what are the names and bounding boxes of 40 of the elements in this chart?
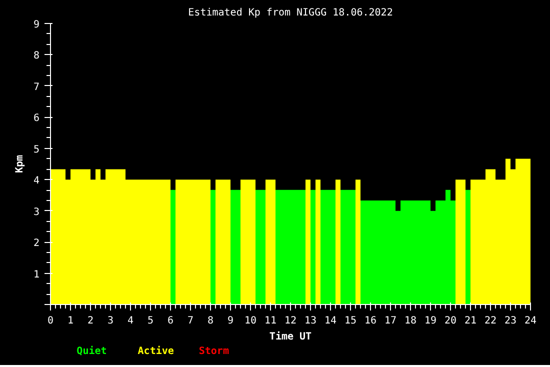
legend-label: Storm (198, 346, 229, 357)
x-tick-label: 14 (324, 316, 337, 326)
x-axis-title: Time UT (269, 330, 312, 342)
x-tick-label: 22 (484, 316, 497, 326)
x-tick-label: 17 (384, 316, 397, 326)
y-tick-label: 9 (33, 20, 40, 30)
chart-title: Estimated Kp from NIGGG 18.06.2022 (188, 8, 393, 18)
x-tick-label: 0 (47, 316, 54, 326)
x-tick-label: 15 (344, 316, 357, 326)
y-tick-label: 1 (33, 269, 40, 280)
x-tick-label: 19 (424, 316, 437, 326)
x-tick-label: 6 (167, 316, 174, 326)
y-tick-label: 8 (33, 50, 40, 62)
x-tick-label: 3 (107, 316, 114, 326)
x-tick-label: 21 (464, 316, 477, 326)
x-tick-label: 10 (244, 316, 257, 326)
text: Active (138, 345, 174, 357)
x-tick-label: 24 (524, 316, 537, 326)
y-axis-title: Kpm (14, 154, 26, 174)
y-tick-label: 2 (33, 238, 40, 250)
x-tick-label: 11 (264, 316, 277, 326)
text: Quiet (76, 345, 107, 357)
x-tick-label: 7 (187, 316, 194, 326)
x-tick-label: 16 (364, 316, 377, 326)
x-tick-label: 4 (127, 316, 134, 326)
x-tick-label: 13 (304, 316, 317, 326)
x-tick-label: 5 (147, 316, 154, 326)
y-tick-label: 6 (33, 113, 40, 124)
x-tick-label: 2 (87, 316, 94, 326)
y-tick-label: 3 (33, 206, 40, 218)
x-tick-label: 8 (207, 316, 214, 326)
x-tick-label: 20 (444, 316, 457, 326)
x-tick-label: 18 (404, 316, 417, 326)
x-tick-label: 12 (284, 316, 297, 326)
y-tick-label: 7 (33, 82, 40, 93)
x-tick-label: 23 (504, 316, 517, 326)
y-tick-label: 4 (33, 176, 40, 187)
y-tick-label: 5 (33, 144, 40, 156)
x-tick-label: 9 (227, 316, 234, 326)
x-tick-label: 1 (67, 316, 74, 326)
